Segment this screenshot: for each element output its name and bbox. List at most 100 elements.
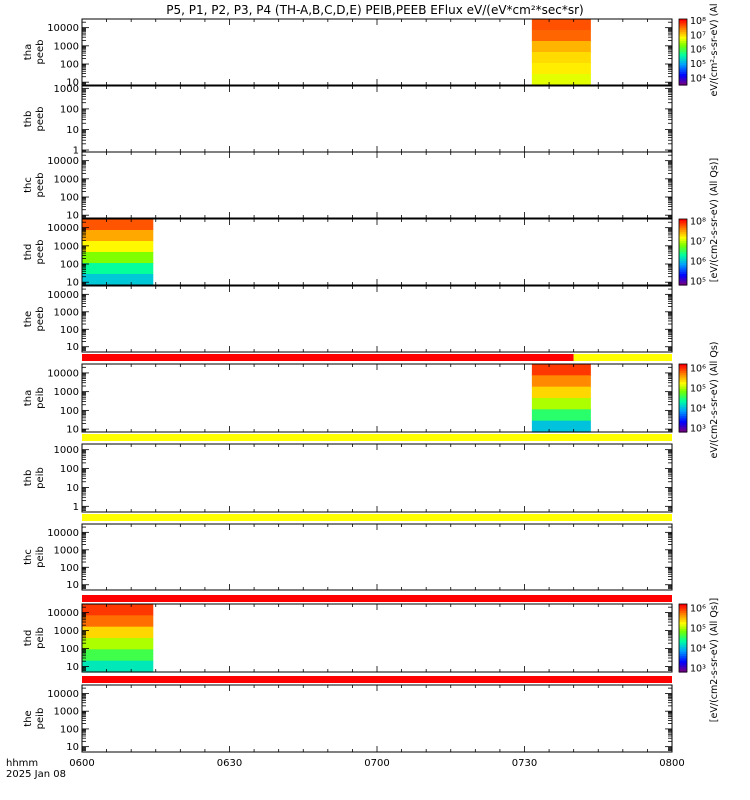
- colorbar-swatch: [679, 407, 687, 410]
- colorbar-tick-label: 10⁵: [690, 59, 706, 70]
- y-axis-label: tha peib: [23, 387, 46, 409]
- colorbar-swatch: [679, 36, 687, 40]
- colorbar-swatch: [679, 58, 687, 62]
- colorbar-swatch: [679, 610, 687, 614]
- colorbar-swatch: [679, 60, 687, 64]
- heatmap-cell: [531, 420, 591, 433]
- product-label: peeb: [35, 307, 46, 332]
- panel-frame: [81, 443, 673, 513]
- y-tick-label: 100: [60, 260, 79, 271]
- panel-frame: [81, 85, 673, 153]
- colorbar-swatch: [679, 76, 687, 79]
- y-tick-label: 100: [60, 193, 79, 204]
- colorbar-swatch: [679, 425, 687, 429]
- colorbar-swatch: [679, 608, 687, 612]
- product-label: peib: [35, 627, 46, 649]
- colorbar-swatch: [679, 274, 687, 277]
- colorbar-swatch: [679, 23, 687, 27]
- y-tick-label: 1000: [54, 445, 79, 456]
- colorbar-swatch: [679, 418, 687, 422]
- probe-label: thc: [23, 177, 34, 193]
- colorbar-swatch: [679, 366, 687, 370]
- colorbar-swatch: [679, 254, 687, 257]
- colorbar-frame: [678, 363, 688, 433]
- colorbar-swatch: [679, 47, 687, 51]
- heatmap-cell: [531, 375, 591, 388]
- y-tick-label: 1000: [54, 241, 79, 252]
- heatmap-cell: [82, 263, 154, 275]
- colorbar-swatch: [679, 640, 687, 644]
- probe-label: thd: [23, 630, 34, 647]
- colorbar-swatch: [679, 658, 687, 662]
- heatmap-cell: [82, 252, 154, 264]
- y-tick-label: 100: [60, 464, 79, 475]
- colorbar-swatch: [679, 52, 687, 55]
- colorbar-swatch: [679, 230, 687, 233]
- colorbar-swatch: [679, 265, 687, 268]
- x-tick-label: 0600: [69, 758, 94, 769]
- y-tick-label: 10: [66, 662, 79, 673]
- probe-label: thb: [23, 111, 34, 128]
- colorbar-swatch: [679, 395, 687, 399]
- colorbar-swatch: [679, 223, 687, 227]
- colorbar-tick-label: 10⁷: [690, 237, 706, 248]
- product-label: peeb: [35, 40, 46, 65]
- colorbar-swatch: [679, 80, 687, 84]
- y-tick-label: 100: [60, 406, 79, 417]
- panel-frame: [81, 151, 673, 219]
- colorbar-swatch: [679, 256, 687, 260]
- y-tick-label: 100: [60, 104, 79, 115]
- y-tick-label: 1000: [54, 545, 79, 556]
- heatmap-cell: [531, 41, 591, 53]
- colorbar-swatch: [679, 656, 687, 659]
- heatmap-cell: [82, 638, 154, 650]
- colorbar-unit-text: [eV/(cm2-s-sr-eV) (All Qs)]: [709, 158, 720, 282]
- y-tick-label: 10: [66, 425, 79, 436]
- colorbar-swatch: [679, 391, 687, 395]
- colorbar-tick-label: 10⁷: [690, 30, 706, 41]
- colorbar-swatch: [679, 642, 687, 646]
- colorbar-tick-label: 10⁴: [690, 644, 706, 655]
- colorbar-tick-label: 10⁶: [690, 257, 706, 268]
- colorbar-swatch: [679, 669, 687, 673]
- colorbar-swatch: [679, 65, 687, 68]
- colorbar-swatch: [679, 409, 687, 413]
- colorbar-swatch: [679, 243, 687, 246]
- colorbar-swatch: [679, 624, 687, 628]
- y-tick-label: 10000: [47, 608, 79, 619]
- colorbar-swatch: [679, 252, 687, 255]
- colorbar-swatch: [679, 653, 687, 657]
- colorbar-swatch: [679, 638, 687, 641]
- y-tick-label: 10000: [47, 689, 79, 700]
- colorbar-swatch: [679, 258, 687, 262]
- colorbar-swatch: [679, 613, 687, 616]
- colorbar-swatch: [679, 400, 687, 404]
- quality-flag-segment: [82, 354, 574, 361]
- time-axis-label: hhmm: [6, 758, 38, 769]
- y-tick-label: 10: [66, 125, 79, 136]
- colorbar-swatch: [679, 619, 687, 623]
- product-label: peib: [35, 467, 46, 489]
- y-tick-label: 100: [60, 325, 79, 336]
- heatmap-cell: [82, 241, 154, 253]
- probe-label: tha: [23, 390, 34, 406]
- colorbar-swatch: [679, 82, 687, 86]
- colorbar-swatch: [679, 647, 687, 650]
- y-tick-label: 10: [66, 78, 79, 89]
- probe-label: the: [23, 311, 34, 327]
- colorbar-frame: [678, 603, 688, 673]
- colorbar-swatch: [679, 398, 687, 401]
- panel-frame: [81, 684, 673, 753]
- heatmap-cell: [82, 219, 154, 231]
- colorbar-swatch: [679, 615, 687, 619]
- colorbar-swatch: [679, 379, 687, 383]
- colorbar-swatch: [679, 373, 687, 376]
- colorbar-swatch: [679, 278, 687, 282]
- heatmap-cell: [82, 626, 154, 639]
- product-label: peib: [35, 708, 46, 730]
- y-tick-label: 100: [60, 644, 79, 655]
- y-axis-label: thb peeb: [23, 107, 46, 132]
- colorbar-swatch: [679, 427, 687, 431]
- heatmap-cell: [531, 409, 591, 422]
